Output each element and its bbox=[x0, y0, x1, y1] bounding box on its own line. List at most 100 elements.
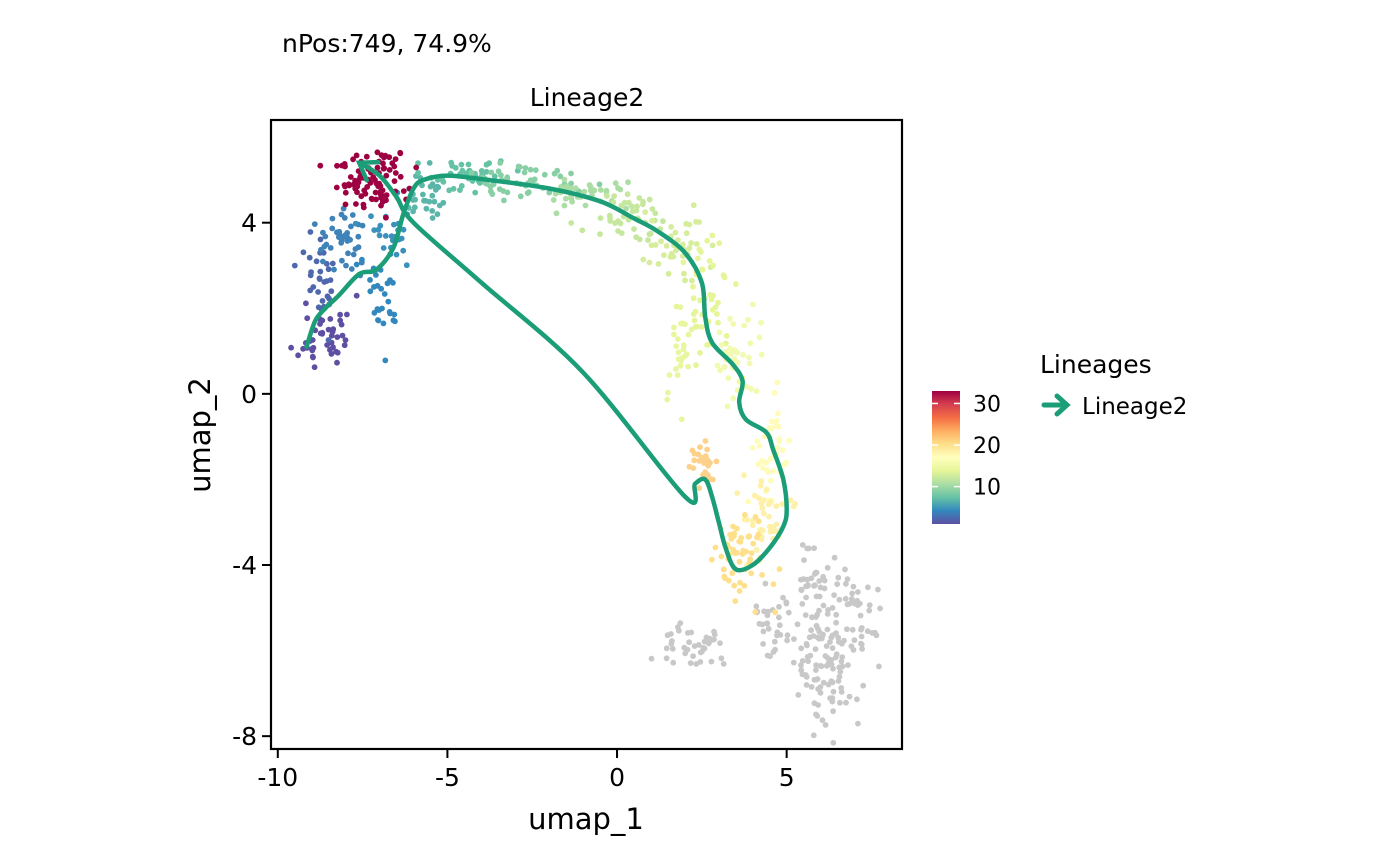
data-point bbox=[310, 284, 317, 290]
data-point bbox=[753, 388, 760, 394]
y-tick-label: -8 bbox=[232, 722, 257, 751]
data-point bbox=[690, 202, 697, 209]
data-point bbox=[813, 676, 820, 683]
data-point bbox=[347, 174, 354, 180]
data-point bbox=[744, 516, 750, 523]
data-point bbox=[380, 165, 387, 172]
data-point bbox=[776, 614, 782, 621]
data-point bbox=[380, 245, 387, 251]
data-point bbox=[380, 320, 387, 327]
data-point bbox=[875, 586, 881, 593]
data-point bbox=[308, 346, 315, 352]
data-point bbox=[740, 547, 747, 554]
data-point bbox=[392, 156, 399, 163]
data-point bbox=[699, 454, 706, 461]
data-point bbox=[836, 673, 843, 680]
data-point bbox=[435, 184, 442, 191]
data-point bbox=[677, 620, 684, 626]
data-point bbox=[842, 566, 848, 573]
data-point bbox=[760, 641, 766, 647]
data-point bbox=[304, 315, 311, 322]
data-point bbox=[745, 498, 752, 505]
data-point bbox=[756, 443, 763, 449]
data-point bbox=[776, 566, 783, 572]
data-point bbox=[606, 212, 613, 219]
data-point bbox=[785, 609, 792, 616]
data-point bbox=[553, 210, 560, 217]
data-point bbox=[714, 311, 720, 317]
data-point bbox=[645, 237, 651, 244]
data-point bbox=[703, 634, 710, 641]
data-point bbox=[350, 251, 357, 258]
data-point bbox=[568, 185, 574, 192]
data-point bbox=[329, 328, 336, 335]
data-point bbox=[387, 277, 393, 283]
data-point bbox=[688, 240, 694, 246]
y-axis-label: umap_2 bbox=[183, 377, 217, 493]
data-point bbox=[812, 646, 819, 652]
data-point bbox=[710, 476, 716, 483]
data-point bbox=[761, 608, 767, 615]
data-point bbox=[697, 297, 703, 304]
data-point bbox=[866, 602, 873, 609]
data-point bbox=[768, 418, 775, 425]
data-point bbox=[859, 646, 865, 652]
data-point bbox=[698, 249, 704, 255]
data-point bbox=[704, 342, 710, 348]
data-point bbox=[877, 605, 883, 612]
data-point bbox=[718, 553, 725, 560]
data-point bbox=[833, 619, 839, 626]
data-point bbox=[309, 353, 316, 360]
data-point bbox=[843, 580, 849, 587]
data-point bbox=[764, 467, 771, 474]
data-point bbox=[329, 260, 336, 267]
data-point bbox=[729, 570, 736, 577]
data-point bbox=[763, 459, 769, 466]
data-point bbox=[810, 732, 817, 739]
colorbar-tick-label: 10 bbox=[973, 476, 1001, 501]
data-point bbox=[876, 663, 882, 670]
data-point bbox=[695, 255, 701, 262]
data-point bbox=[858, 641, 865, 648]
data-point bbox=[825, 681, 832, 688]
data-point bbox=[671, 324, 677, 331]
data-point bbox=[642, 209, 649, 216]
data-point bbox=[636, 236, 643, 243]
arrow-icon bbox=[1041, 393, 1071, 417]
data-point bbox=[383, 197, 389, 204]
data-point bbox=[697, 444, 703, 450]
data-point bbox=[717, 640, 723, 646]
data-point bbox=[740, 352, 746, 358]
data-point bbox=[386, 309, 393, 315]
data-point bbox=[504, 174, 511, 181]
data-point bbox=[527, 166, 534, 173]
data-point bbox=[799, 671, 806, 678]
data-point bbox=[477, 180, 483, 186]
data-point bbox=[766, 513, 772, 520]
data-point bbox=[372, 177, 378, 183]
data-point bbox=[429, 181, 436, 188]
data-point bbox=[581, 188, 588, 195]
data-point bbox=[355, 179, 362, 186]
data-point bbox=[844, 576, 851, 582]
data-point bbox=[790, 503, 797, 510]
data-point bbox=[758, 319, 764, 326]
data-point bbox=[495, 168, 502, 175]
data-point bbox=[833, 651, 840, 658]
data-point bbox=[774, 632, 780, 639]
data-point bbox=[434, 211, 441, 218]
data-point bbox=[615, 218, 622, 225]
data-point bbox=[446, 187, 453, 194]
data-point bbox=[829, 632, 836, 639]
data-point bbox=[733, 281, 739, 287]
data-point bbox=[681, 644, 688, 651]
data-point bbox=[774, 379, 781, 386]
data-point bbox=[391, 221, 397, 228]
data-point bbox=[349, 212, 356, 218]
data-point bbox=[342, 232, 349, 239]
legend-title: Lineages bbox=[1040, 350, 1152, 379]
data-point bbox=[770, 468, 777, 474]
data-point bbox=[378, 285, 385, 292]
data-point bbox=[824, 564, 831, 571]
data-point bbox=[855, 720, 861, 727]
